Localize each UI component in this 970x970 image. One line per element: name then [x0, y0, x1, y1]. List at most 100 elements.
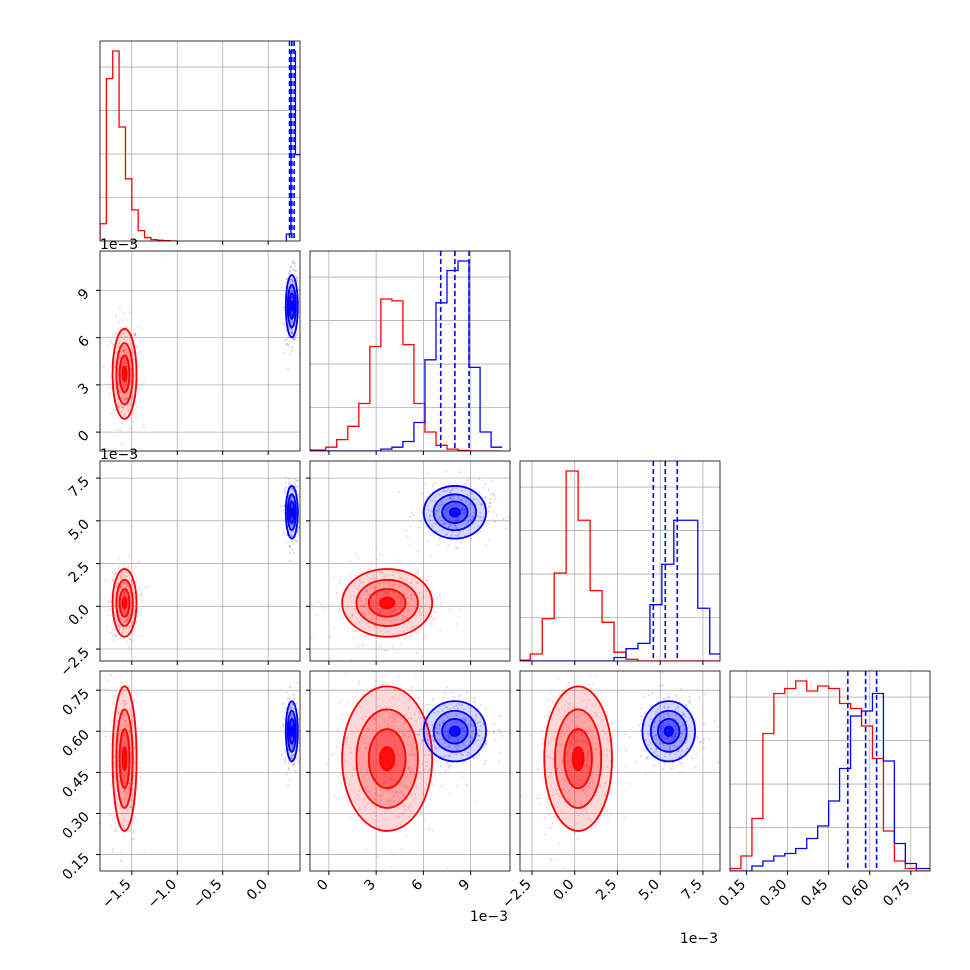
sample-point: [128, 614, 131, 617]
sample-point: [284, 757, 287, 760]
sample-point: [290, 313, 293, 316]
sample-point: [480, 503, 483, 506]
sample-point: [292, 764, 295, 767]
sample-point: [428, 828, 431, 831]
sample-point: [410, 597, 413, 600]
sample-point: [438, 725, 441, 728]
sample-point: [565, 700, 568, 703]
sample-point: [371, 729, 374, 732]
sample-point: [383, 649, 386, 652]
sample-point: [659, 742, 662, 745]
sample-point: [550, 858, 553, 861]
sample-point: [285, 338, 288, 341]
sample-point: [577, 741, 580, 744]
sample-point: [426, 540, 429, 543]
sample-point: [123, 594, 126, 597]
sample-point: [120, 771, 123, 774]
sample-point: [291, 262, 294, 265]
sample-point: [379, 570, 382, 573]
histogram-blue: [285, 50, 300, 241]
sample-point: [606, 737, 609, 740]
sample-point: [352, 768, 355, 771]
sample-point: [439, 629, 442, 632]
sample-point: [125, 585, 128, 588]
sample-point: [409, 771, 412, 774]
sample-point: [457, 505, 460, 508]
sample-point: [127, 685, 130, 688]
contour-level: [121, 596, 128, 610]
sample-point: [435, 509, 438, 512]
sample-point: [547, 742, 550, 745]
sample-point: [580, 733, 583, 736]
sample-point: [291, 278, 294, 281]
sample-point: [107, 344, 110, 347]
sample-point: [478, 491, 481, 494]
sample-point: [383, 781, 386, 784]
sample-point: [131, 396, 134, 399]
sample-point: [660, 725, 663, 728]
contour-level: [121, 746, 128, 772]
sample-point: [660, 734, 663, 737]
sample-point: [285, 772, 288, 775]
sample-point: [455, 784, 458, 787]
sample-point: [460, 507, 463, 510]
sample-point: [373, 798, 376, 801]
sample-point: [495, 514, 498, 517]
sample-point: [445, 706, 448, 709]
sample-point: [379, 794, 382, 797]
sample-point: [400, 608, 403, 611]
sample-point: [456, 739, 459, 742]
sample-point: [380, 788, 383, 791]
sample-point: [129, 771, 132, 774]
sample-point: [294, 539, 297, 542]
sample-point: [351, 774, 354, 777]
sample-point: [374, 792, 377, 795]
sample-point: [611, 722, 614, 725]
sample-point: [133, 374, 136, 377]
sample-point: [606, 816, 609, 819]
sample-point: [124, 797, 127, 800]
sample-point: [291, 260, 294, 263]
sample-point: [394, 815, 397, 818]
sample-point: [674, 707, 677, 710]
sample-point: [394, 616, 397, 619]
sample-point: [363, 805, 366, 808]
sample-point: [660, 725, 663, 728]
sample-point: [290, 716, 293, 719]
sample-point: [661, 684, 664, 687]
sample-point: [679, 736, 682, 739]
tick-label-x: 0.75: [880, 877, 913, 910]
sample-point: [572, 705, 575, 708]
sample-point: [675, 746, 678, 749]
sample-point: [292, 552, 295, 555]
sample-point: [445, 522, 448, 525]
sample-point: [294, 769, 297, 772]
sample-point: [445, 533, 448, 536]
sample-point: [460, 508, 463, 511]
sample-point: [133, 831, 136, 834]
sample-point: [284, 749, 287, 752]
sample-point: [435, 778, 438, 781]
sample-point: [374, 777, 377, 780]
sample-point: [418, 592, 421, 595]
sample-point: [663, 706, 666, 709]
sample-point: [330, 753, 333, 756]
sample-point: [282, 531, 285, 534]
scatter-blue: [280, 681, 300, 786]
scatter-blue: [280, 476, 300, 563]
sample-point: [536, 797, 539, 800]
sample-point: [342, 713, 345, 716]
sample-point: [487, 522, 490, 525]
sample-point: [133, 333, 136, 336]
tick-label-y: −2.5: [57, 645, 92, 680]
sample-point: [393, 608, 396, 611]
sample-point: [537, 794, 540, 797]
sample-point: [675, 724, 678, 727]
sample-point: [290, 495, 293, 498]
sample-point: [290, 744, 293, 747]
sample-point: [446, 715, 449, 718]
sample-point: [397, 801, 400, 804]
sample-point: [130, 597, 133, 600]
sample-point: [292, 754, 295, 757]
